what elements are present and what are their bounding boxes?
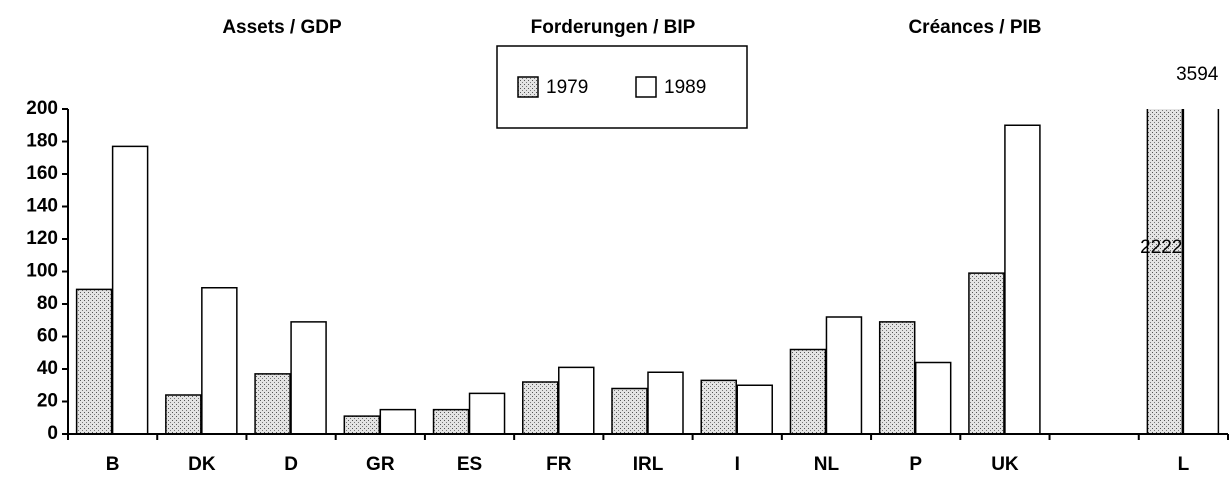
- bar: [379, 408, 417, 435]
- bar: [432, 408, 470, 435]
- x-tick-label: FR: [546, 454, 572, 475]
- y-tick-label: 120: [26, 228, 58, 249]
- chart-title: Forderungen / BIP: [531, 17, 696, 38]
- x-tick-label: NL: [814, 454, 840, 475]
- chart-title: Créances / PIB: [908, 17, 1041, 38]
- bar: [736, 384, 773, 435]
- x-tick-label: B: [106, 454, 120, 475]
- y-tick-label: 140: [26, 196, 58, 217]
- bar: [254, 373, 291, 435]
- x-tick-label: UK: [991, 454, 1019, 475]
- legend-box: [496, 45, 748, 129]
- bar: [825, 316, 863, 435]
- bar: [522, 381, 559, 435]
- x-tick-label: D: [284, 454, 298, 475]
- bar: [789, 348, 827, 435]
- bar: [611, 387, 648, 435]
- bar: [468, 392, 506, 435]
- bar: [558, 366, 595, 435]
- y-tick-label: 60: [37, 326, 58, 347]
- y-tick-label: 100: [26, 261, 58, 282]
- bar: [201, 287, 238, 435]
- bar: [700, 379, 737, 435]
- x-tick-label: P: [909, 454, 922, 475]
- x-tick-label: I: [735, 454, 740, 475]
- bar: [1004, 124, 1041, 435]
- bar: [914, 361, 952, 435]
- x-tick-label: L: [1178, 454, 1190, 475]
- bar: [878, 321, 916, 435]
- bar: [165, 394, 202, 435]
- x-tick-label: IRL: [633, 454, 664, 475]
- y-tick-label: 80: [37, 293, 58, 314]
- x-tick-label: DK: [188, 454, 216, 475]
- y-tick-label: 20: [37, 391, 58, 412]
- x-tick-label: ES: [457, 454, 482, 475]
- legend-label: 1979: [546, 77, 588, 98]
- bar: [968, 272, 1005, 435]
- chart-title: Assets / GDP: [222, 17, 342, 38]
- bar: [75, 288, 113, 435]
- y-tick-label: 40: [37, 358, 58, 379]
- value-label: 2222: [1140, 237, 1182, 258]
- bar: [111, 145, 149, 435]
- y-tick-label: 160: [26, 163, 58, 184]
- bar: [647, 371, 684, 435]
- y-tick-label: 0: [47, 423, 58, 444]
- legend-swatch: [635, 76, 657, 98]
- bar: [1182, 109, 1220, 435]
- legend-swatch: [517, 76, 539, 98]
- x-tick-label: GR: [366, 454, 395, 475]
- y-tick-label: 200: [26, 98, 58, 119]
- bar: [290, 321, 327, 435]
- bar: [343, 415, 381, 435]
- legend-label: 1989: [664, 77, 706, 98]
- value-label: 3594: [1176, 64, 1219, 85]
- y-tick-label: 180: [26, 131, 58, 152]
